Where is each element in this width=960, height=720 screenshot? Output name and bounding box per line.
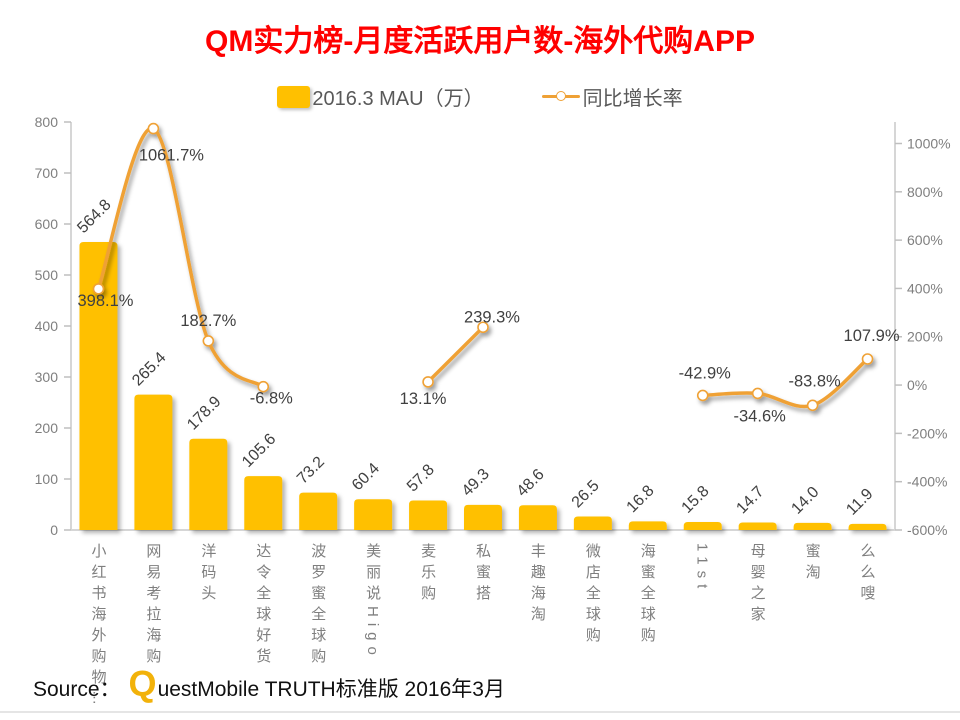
questmobile-q-logo: Q [128, 663, 157, 704]
legend-item-growth: 同比增长率 [541, 82, 683, 111]
legend-label-growth: 同比增长率 [582, 88, 683, 110]
right-axis-tick-label: 0% [907, 377, 927, 393]
growth-value-label: 182.7% [180, 312, 236, 330]
right-axis-tick-label: -200% [907, 425, 947, 441]
line-marker-icon [555, 91, 566, 102]
left-axis-tick-label: 200 [35, 420, 59, 436]
mau-bar [573, 516, 612, 530]
bar-value-label: 48.6 [514, 466, 548, 500]
bar-value-label: 15.8 [679, 483, 713, 517]
bottom-divider [0, 711, 960, 713]
bar-value-label: 564.8 [74, 196, 114, 236]
growth-line [92, 122, 874, 412]
legend-item-mau: 2016.3 MAU（万） [277, 82, 484, 111]
right-axis-tick-label: 800% [907, 184, 943, 200]
right-axis-tick-label: 400% [907, 280, 943, 296]
bar-value-label: 11.9 [843, 485, 876, 518]
mau-bar [793, 522, 832, 530]
growth-value-label: 107.9% [844, 327, 900, 345]
bar-value-label: 26.5 [569, 477, 603, 511]
growth-value-label: 1061.7% [139, 147, 204, 165]
mau-bar [409, 500, 448, 530]
bar-value-label: 49.3 [459, 466, 493, 500]
growth-point [806, 399, 819, 412]
growth-value-label: 239.3% [464, 308, 520, 326]
growth-point [147, 122, 160, 135]
bar-value-label: 57.8 [404, 461, 438, 495]
bar-value-label: 73.2 [294, 453, 328, 487]
bar-value-label: 60.4 [349, 460, 383, 494]
left-axis-tick-label: 800 [35, 114, 59, 130]
right-axis-tick-label: 600% [907, 232, 943, 248]
bar-value-label: 14.0 [788, 484, 822, 518]
growth-value-label: -42.9% [679, 364, 732, 382]
growth-line-segment [700, 357, 870, 409]
growth-value-label: -83.8% [788, 372, 841, 390]
left-axis-tick-label: 500 [35, 267, 59, 283]
legend: 2016.3 MAU（万） 同比增长率 [0, 82, 960, 111]
mau-bar [299, 492, 338, 530]
mau-bar [354, 499, 393, 530]
legend-label-mau: 2016.3 MAU（万） [312, 88, 484, 110]
mau-bar [518, 505, 557, 530]
right-axis-tick-label: -600% [907, 522, 947, 538]
growth-value-label: -6.8% [250, 390, 293, 408]
growth-point [751, 387, 764, 400]
bar-value-label: 16.8 [624, 482, 658, 516]
right-axis-tick-label: -400% [907, 474, 947, 490]
mau-bar [683, 521, 722, 530]
left-axis-tick-label: 700 [35, 165, 59, 181]
line-swatch-icon [541, 91, 580, 102]
growth-value-label: 13.1% [400, 390, 447, 408]
mau-bar [244, 476, 283, 530]
growth-point [477, 321, 489, 334]
bar-value-label: 178.9 [184, 393, 224, 433]
bar-swatch-icon [277, 85, 311, 108]
growth-point [861, 353, 874, 365]
source-rest: uestMobile TRUTH标准版 2016年3月 [157, 678, 505, 701]
growth-line-segment [426, 325, 485, 384]
bar-value-label: 265.4 [129, 349, 169, 389]
mau-bars [79, 241, 887, 530]
source-prefix: Source： [33, 678, 121, 701]
growth-line-segment [96, 126, 266, 389]
bar-value-label: 14.7 [733, 483, 767, 517]
mau-bar [134, 394, 173, 530]
mau-bar [738, 522, 777, 530]
mau-bar [628, 521, 667, 530]
growth-point [422, 376, 434, 388]
bar-value-label: 105.6 [239, 431, 279, 471]
mau-bar [189, 438, 228, 530]
right-axis-tick-label: 200% [907, 329, 943, 345]
growth-point [696, 389, 709, 402]
growth-value-label: -34.6% [734, 407, 787, 425]
growth-point [202, 335, 215, 347]
left-axis-tick-label: 0 [50, 522, 58, 538]
growth-point [257, 380, 270, 393]
chart-title: QM实力榜-月度活跃用户数-海外代购APP [205, 25, 755, 58]
growth-point [92, 283, 105, 295]
mau-bar [848, 523, 887, 530]
growth-value-label: 398.1% [77, 292, 133, 310]
mau-bar [79, 241, 118, 530]
mau-bar [464, 504, 502, 530]
right-axis-tick-label: 1000% [907, 135, 951, 151]
left-axis-tick-label: 300 [35, 369, 59, 385]
left-axis-tick-label: 100 [35, 471, 59, 487]
left-axis-tick-label: 400 [35, 318, 59, 334]
left-axis-tick-label: 600 [35, 216, 59, 232]
